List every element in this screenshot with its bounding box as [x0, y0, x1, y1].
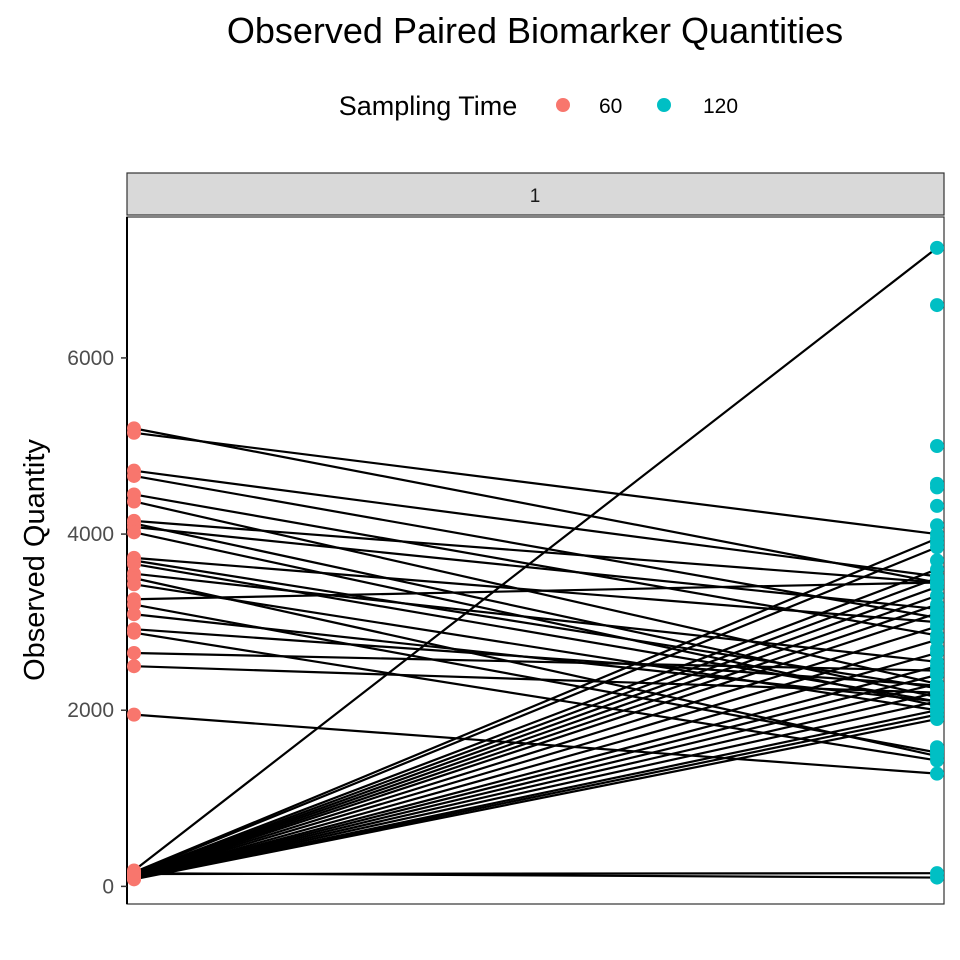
pair-line [133, 628, 938, 687]
point-120 [930, 480, 944, 495]
legend-title: Sampling Time [339, 91, 518, 121]
point-120 [930, 535, 944, 550]
point-60 [127, 867, 141, 882]
y-tick-label: 6000 [67, 347, 114, 370]
pair-line [133, 594, 938, 877]
points [127, 240, 944, 887]
y-tick-label: 2000 [67, 699, 114, 722]
chart-title: Observed Paired Biomarker Quantities [227, 10, 843, 51]
point-60 [127, 425, 141, 440]
pair-line [133, 665, 938, 694]
pair-line [133, 519, 938, 584]
pair-line [133, 581, 938, 601]
pair-line [133, 682, 938, 880]
y-axis-title: Observed Quantity [19, 439, 51, 681]
pair-line [133, 638, 938, 879]
pair-line [133, 572, 938, 663]
point-120 [930, 766, 944, 781]
point-60 [127, 659, 141, 674]
point-120 [930, 240, 944, 255]
y-tick-label: 4000 [67, 523, 114, 546]
pair-line [133, 603, 938, 878]
point-120 [930, 742, 944, 757]
pair-line [133, 546, 938, 875]
pair-line [133, 469, 938, 578]
point-120 [930, 498, 944, 513]
facet-strip-label: 1 [530, 186, 541, 207]
legend-key-120 [657, 98, 671, 112]
pair-line [133, 691, 938, 880]
point-120 [930, 439, 944, 453]
point-60 [127, 494, 141, 509]
pair-lines [133, 246, 938, 881]
legend-label-60: 60 [599, 95, 622, 118]
pair-line [133, 577, 938, 758]
point-60 [127, 577, 141, 592]
point-120 [930, 753, 944, 768]
point-120 [930, 298, 944, 313]
pair-line [133, 577, 938, 876]
point-120 [930, 866, 944, 881]
point-60 [127, 597, 141, 612]
facet-strip: 1 [126, 172, 945, 216]
point-60 [127, 707, 141, 722]
pair-line [133, 717, 938, 881]
pair-line [133, 431, 938, 536]
pair-line [133, 427, 938, 584]
pair-line [133, 568, 938, 876]
point-60 [127, 645, 141, 660]
point-120 [930, 641, 944, 656]
point-60 [127, 607, 141, 622]
legend-key-60 [556, 98, 570, 112]
legend-label-120: 120 [703, 95, 738, 118]
pair-line [133, 665, 938, 879]
pair-line [133, 585, 938, 877]
point-120 [930, 619, 944, 634]
point-120 [930, 553, 944, 568]
point-120 [930, 518, 944, 533]
pair-line [133, 246, 938, 872]
y-axis-ticks: 0 2000 4000 6000 [67, 347, 127, 898]
point-120 [930, 712, 944, 727]
point-120 [930, 606, 944, 621]
point-60 [127, 557, 141, 572]
legend: Sampling Time 60 120 [339, 91, 738, 121]
pair-line [133, 872, 938, 876]
facet-strip-box [126, 172, 945, 216]
point-60 [127, 625, 141, 640]
pair-line [133, 700, 938, 880]
y-tick-label: 0 [102, 875, 114, 898]
point-60 [127, 468, 141, 483]
pair-line [133, 537, 938, 874]
pair-line [133, 651, 938, 879]
pair-line [133, 612, 938, 878]
pair-line [133, 673, 938, 879]
point-60 [127, 525, 141, 540]
pair-line [133, 625, 938, 878]
